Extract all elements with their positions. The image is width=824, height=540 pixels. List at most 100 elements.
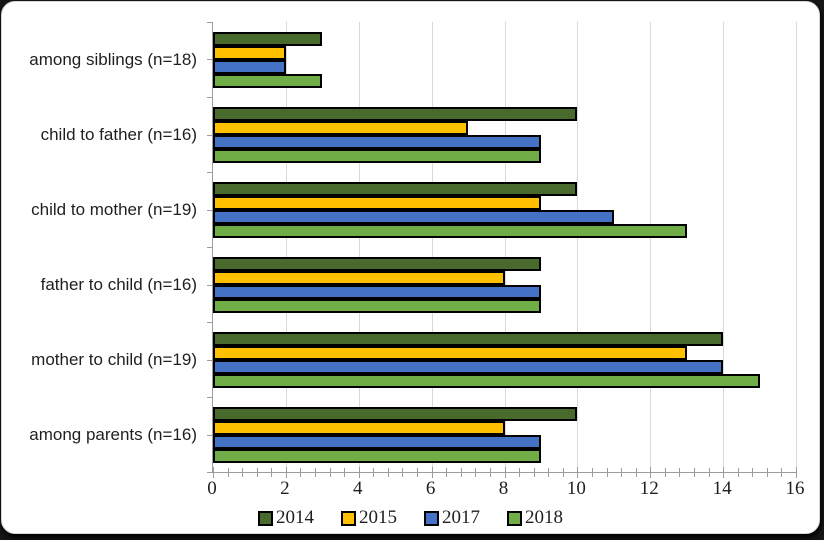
y-axis-tick	[207, 59, 213, 61]
bar-2017	[213, 134, 541, 149]
bar-2018	[213, 148, 541, 163]
legend-item-2015: 2015	[341, 507, 397, 529]
x-axis-minor-tick	[446, 468, 448, 477]
y-axis-tick	[207, 171, 213, 173]
x-axis-minor-tick	[256, 468, 258, 477]
x-axis-minor-tick	[242, 468, 244, 477]
x-axis-major-tick	[796, 467, 797, 478]
x-axis-minor-tick	[402, 468, 404, 477]
bar-2018	[213, 373, 760, 388]
bar-group	[213, 172, 796, 247]
legend-item-2017: 2017	[424, 507, 480, 529]
x-axis-major-tick	[504, 467, 506, 478]
y-axis-tick	[207, 134, 213, 136]
x-axis-major-tick	[431, 467, 433, 478]
x-axis-major-tick	[213, 467, 214, 478]
x-axis-minor-tick	[693, 468, 695, 477]
category-label: among parents (n=16)	[29, 424, 197, 444]
bar-group	[213, 397, 796, 472]
gridline-x-12	[650, 22, 652, 472]
x-axis-minor-tick	[329, 468, 331, 477]
y-axis-tick	[207, 209, 213, 211]
gridline-x-2	[285, 22, 287, 472]
x-axis-minor-tick	[519, 468, 521, 477]
x-axis-minor-tick	[679, 468, 681, 477]
x-axis-major-tick	[577, 467, 579, 478]
category-axis-labels: among siblings (n=18) child to father (n=…	[6, 22, 206, 472]
x-axis-major-tick	[650, 467, 652, 478]
bar-2017	[213, 359, 724, 374]
legend: 2014 2015 2017 2018	[2, 505, 819, 531]
x-axis-label: 4	[353, 478, 363, 499]
bar-group	[213, 247, 796, 322]
x-axis-minor-tick	[562, 468, 564, 477]
bar-2017	[213, 284, 541, 299]
x-axis-minor-tick	[533, 468, 535, 477]
y-axis-tick	[207, 472, 213, 473]
y-axis-tick	[207, 397, 213, 398]
category-label: mother to child (n=19)	[31, 349, 197, 369]
bar-2015	[213, 270, 505, 285]
x-axis-major-tick	[723, 467, 725, 478]
bar-2018	[213, 73, 323, 88]
x-axis-label: 14	[712, 478, 732, 499]
x-axis-minor-tick	[591, 468, 593, 477]
x-axis-minor-tick	[635, 468, 637, 477]
gridline-x-16	[796, 22, 797, 472]
x-axis-minor-tick	[737, 468, 739, 477]
x-axis-minor-tick	[766, 468, 768, 477]
bar-2015	[213, 345, 687, 360]
gridline-x-14	[723, 22, 725, 472]
legend-item-2018: 2018	[507, 507, 563, 529]
category-label: father to child (n=16)	[40, 274, 197, 294]
x-axis-minor-tick	[606, 468, 608, 477]
bar-2017	[213, 59, 286, 74]
bar-2015	[213, 420, 505, 435]
x-axis-minor-tick	[344, 468, 346, 477]
x-axis-minor-tick	[752, 468, 754, 477]
legend-label: 2018	[525, 507, 563, 528]
bar-2014	[213, 106, 578, 121]
bar-2018	[213, 298, 541, 313]
bar-2014	[213, 256, 541, 271]
bar-2014	[213, 31, 323, 46]
x-axis-minor-tick	[664, 468, 666, 477]
x-axis-minor-tick	[708, 468, 710, 477]
bar-group	[213, 322, 796, 397]
bar-2015	[213, 195, 541, 210]
x-axis-minor-tick	[621, 468, 623, 477]
bar-2015	[213, 45, 286, 60]
gridline-x-8	[504, 22, 506, 472]
bar-2018	[213, 223, 687, 238]
bar-2018	[213, 448, 541, 463]
x-axis-minor-tick	[227, 468, 229, 477]
category-label: among siblings (n=18)	[29, 49, 197, 69]
x-axis-label: 2	[280, 478, 290, 499]
legend-label: 2015	[359, 507, 397, 528]
x-axis-minor-tick	[460, 468, 462, 477]
x-axis-minor-tick	[475, 468, 477, 477]
x-axis-minor-tick	[489, 468, 491, 477]
x-axis-minor-tick	[373, 468, 375, 477]
y-axis-tick	[207, 359, 213, 361]
x-axis-minor-tick	[417, 468, 419, 477]
bar-group	[213, 97, 796, 172]
bar-2015	[213, 120, 469, 135]
x-axis-label: 6	[425, 478, 436, 499]
bar-rows	[213, 22, 796, 472]
x-axis-major-tick	[285, 467, 287, 478]
gridline-x-4	[358, 22, 360, 472]
x-axis-minor-tick	[781, 468, 783, 477]
bar-group	[213, 22, 796, 97]
bar-2017	[213, 209, 614, 224]
x-axis-minor-tick	[387, 468, 389, 477]
x-axis-label: 0	[207, 478, 217, 499]
category-label: child to mother (n=19)	[31, 199, 197, 219]
x-axis-label: 16	[785, 478, 805, 499]
legend-swatch-icon	[258, 510, 273, 526]
x-axis-label: 8	[498, 478, 509, 499]
x-axis-minor-tick	[548, 468, 550, 477]
category-label: child to father (n=16)	[40, 124, 197, 144]
x-axis-label: 10	[566, 478, 586, 499]
